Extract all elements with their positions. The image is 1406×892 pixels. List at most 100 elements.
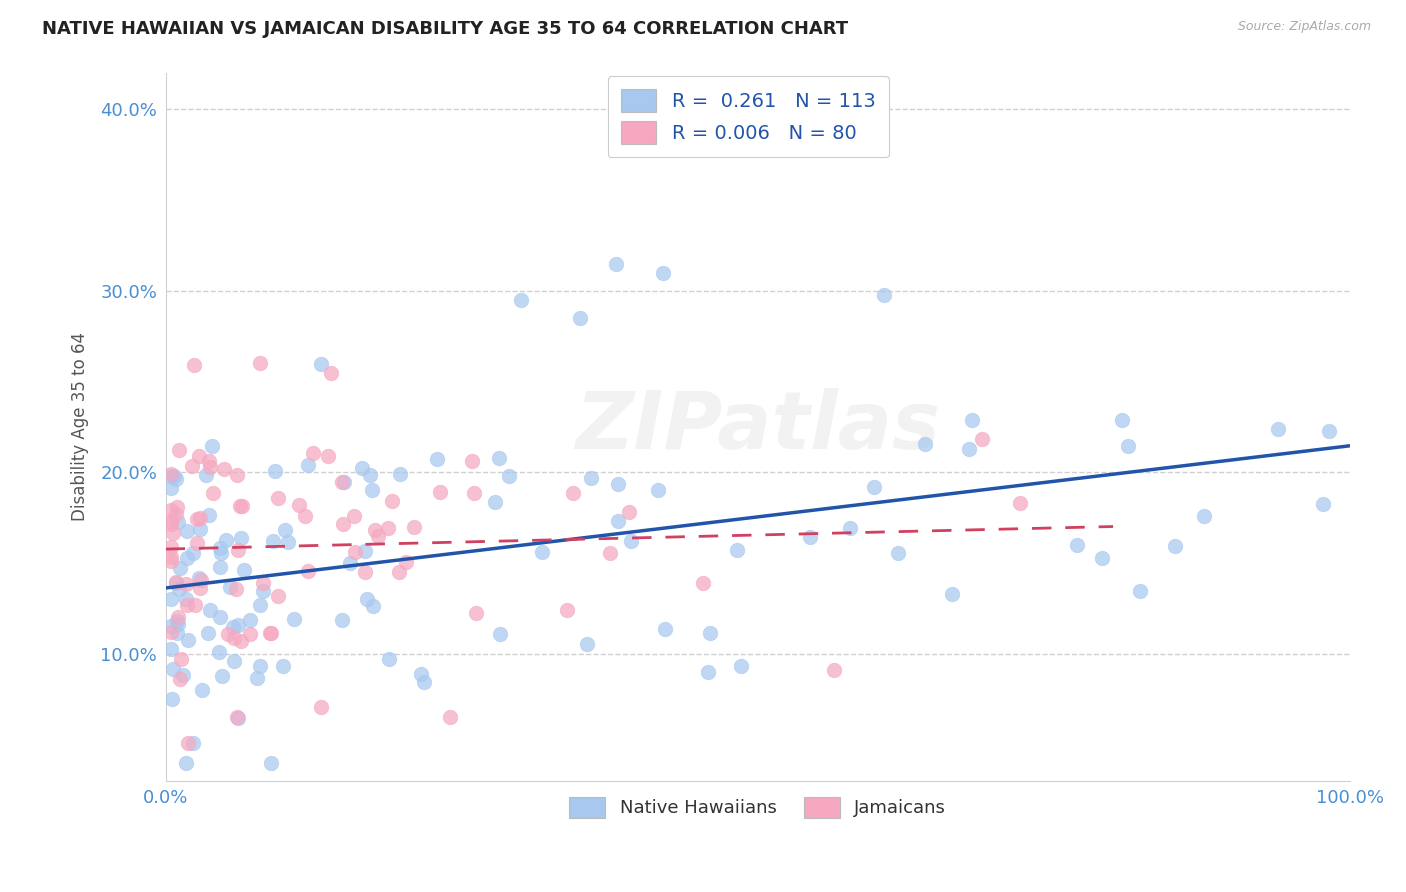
Point (263, 464, 285, 478)
Point (249, 598, 271, 612)
Point (208, 645, 231, 659)
Point (198, 508, 221, 522)
Point (208, 609, 231, 624)
Point (176, 633, 198, 648)
Point (1129, 583, 1152, 598)
Point (249, 356, 271, 370)
Point (162, 526, 184, 541)
Point (181, 736, 204, 750)
Point (183, 598, 205, 612)
Point (163, 469, 186, 483)
Point (186, 535, 208, 549)
Point (252, 576, 274, 591)
Point (941, 587, 963, 601)
Point (484, 495, 506, 509)
Point (160, 467, 183, 482)
Point (169, 672, 191, 686)
Point (232, 563, 254, 577)
Point (273, 523, 295, 537)
Point (174, 756, 197, 770)
Point (607, 514, 630, 528)
Point (224, 631, 246, 645)
Point (177, 736, 200, 750)
Point (208, 541, 231, 555)
Point (165, 575, 187, 590)
Point (730, 659, 752, 673)
Point (395, 555, 418, 569)
Point (198, 453, 221, 467)
Point (246, 671, 269, 685)
Point (226, 543, 249, 558)
Point (361, 599, 384, 613)
Point (381, 493, 404, 508)
Point (1164, 539, 1187, 553)
Point (198, 459, 221, 474)
Point (228, 617, 250, 632)
Point (364, 523, 387, 537)
Point (176, 598, 198, 612)
Point (330, 475, 353, 490)
Point (294, 508, 316, 523)
Point (209, 546, 232, 560)
Point (498, 469, 520, 483)
Point (914, 437, 936, 451)
Point (426, 452, 449, 467)
Point (957, 442, 980, 456)
Point (160, 540, 183, 554)
Point (165, 472, 187, 486)
Point (183, 546, 205, 560)
Point (823, 663, 845, 677)
Point (165, 508, 187, 522)
Point (187, 449, 209, 463)
Point (1116, 440, 1139, 454)
Point (620, 534, 643, 549)
Point (188, 571, 211, 585)
Point (239, 613, 262, 627)
Point (463, 485, 485, 500)
Point (176, 551, 198, 566)
Point (283, 612, 305, 626)
Point (402, 520, 425, 534)
Point (260, 756, 283, 770)
Point (172, 667, 194, 681)
Point (1267, 422, 1289, 436)
Point (160, 692, 183, 706)
Text: Source: ZipAtlas.com: Source: ZipAtlas.com (1237, 20, 1371, 33)
Point (619, 505, 641, 519)
Point (160, 591, 183, 606)
Point (201, 439, 224, 453)
Point (222, 620, 245, 634)
Point (197, 626, 219, 640)
Point (267, 589, 290, 603)
Point (581, 471, 603, 485)
Point (217, 627, 239, 641)
Point (252, 584, 274, 599)
Point (309, 357, 332, 371)
Point (342, 509, 364, 524)
Point (692, 576, 714, 591)
Point (377, 651, 399, 665)
Point (465, 606, 488, 620)
Point (863, 480, 886, 494)
Point (174, 592, 197, 607)
Point (652, 266, 675, 280)
Point (167, 610, 190, 624)
Point (166, 614, 188, 628)
Text: ZIPatlas: ZIPatlas (575, 388, 941, 466)
Point (195, 468, 218, 483)
Point (259, 626, 281, 640)
Point (160, 549, 183, 564)
Point (208, 560, 231, 574)
Point (555, 603, 578, 617)
Point (575, 637, 598, 651)
Point (222, 654, 245, 668)
Point (297, 458, 319, 472)
Point (377, 521, 399, 535)
Point (229, 634, 252, 648)
Point (186, 512, 208, 526)
Point (160, 625, 183, 640)
Point (509, 293, 531, 307)
Point (215, 533, 238, 547)
Point (166, 625, 188, 640)
Point (262, 534, 284, 549)
